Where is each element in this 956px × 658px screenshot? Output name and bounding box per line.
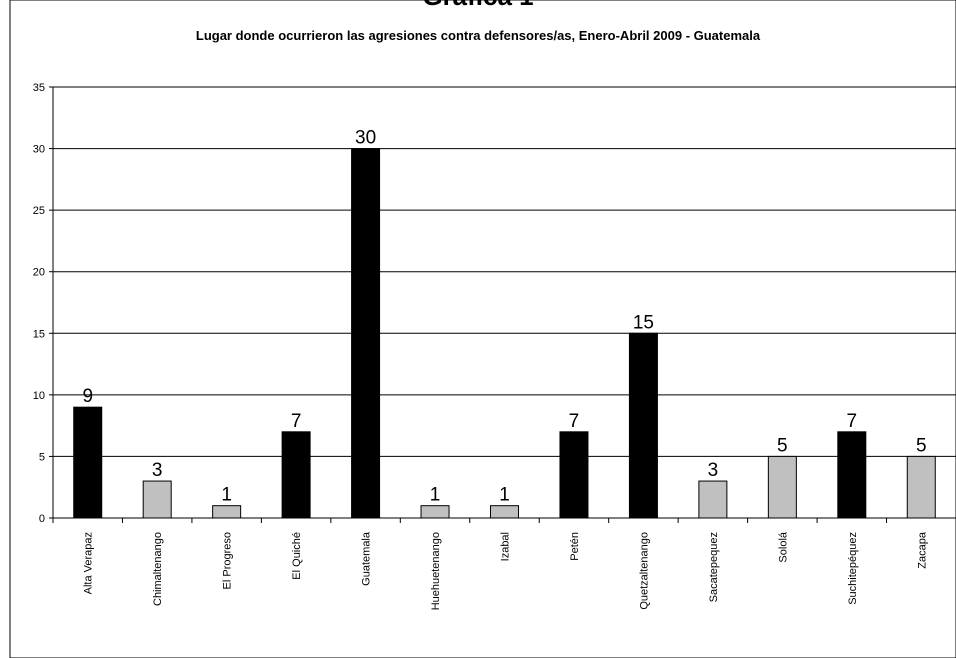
bar xyxy=(559,431,589,519)
y-tick-label: 0 xyxy=(39,513,45,525)
x-axis: Alta Verapaz Chimaltenango El Progreso El Q… xyxy=(52,517,956,610)
bar xyxy=(767,455,797,519)
y-tick-label: 25 xyxy=(33,205,45,217)
x-tick-label: Guatemala xyxy=(361,531,373,586)
data-label: 1 xyxy=(221,485,232,506)
bar xyxy=(420,505,450,519)
data-label: 7 xyxy=(291,411,302,432)
data-label: 3 xyxy=(152,460,163,481)
x-tick-label: Suchitepéquez xyxy=(847,532,859,605)
data-labels: 9 3 1 7 30 1 1 7 15 3 5 7 5 xyxy=(82,128,926,506)
y-axis: 0 5 10 15 20 25 30 35 xyxy=(33,82,54,525)
x-tick-label: El Quiché xyxy=(291,532,303,580)
y-tick-label: 15 xyxy=(33,328,45,340)
bar xyxy=(906,455,936,519)
bar xyxy=(212,505,242,519)
x-tick-label: Chimaltenango xyxy=(152,532,164,606)
bar xyxy=(73,406,103,519)
bar xyxy=(628,332,658,519)
data-label: 7 xyxy=(847,411,858,432)
x-tick-label: Quetzaltenango xyxy=(638,532,650,610)
chart-border xyxy=(9,0,956,658)
bar xyxy=(837,431,867,519)
bar xyxy=(698,480,728,519)
data-label: 5 xyxy=(916,435,927,456)
bar xyxy=(351,148,381,519)
x-tick-label: Sololá xyxy=(777,531,789,562)
gridlines xyxy=(53,86,956,457)
y-tick-label: 10 xyxy=(33,390,45,402)
data-label: 5 xyxy=(777,435,788,456)
data-label: 1 xyxy=(430,485,441,506)
x-tick-label: Izabal xyxy=(500,532,512,561)
x-tick-label: Zacapa xyxy=(916,531,928,569)
bar xyxy=(281,431,311,519)
y-tick-label: 30 xyxy=(33,144,45,156)
bars xyxy=(73,148,936,519)
y-tick-label: 20 xyxy=(33,267,45,279)
data-label: 9 xyxy=(82,386,93,407)
y-tick-label: 35 xyxy=(33,82,45,94)
page-heading: Gráfica 1 xyxy=(422,0,533,11)
data-label: 3 xyxy=(708,460,719,481)
data-label: 15 xyxy=(633,312,654,333)
bar xyxy=(142,480,172,519)
x-tick-label: Petén xyxy=(569,532,581,561)
data-label: 7 xyxy=(569,411,580,432)
bar xyxy=(490,505,519,519)
x-tick-label: Sacatepequez xyxy=(708,532,720,602)
y-tick-label: 5 xyxy=(39,451,45,463)
x-tick-label: Alta Verapaz xyxy=(83,532,95,594)
data-label: 1 xyxy=(499,485,510,506)
chart-title: Lugar donde ocurrieron las agresiones co… xyxy=(196,28,761,43)
x-tick-label: Huehuetenango xyxy=(430,532,442,610)
x-tick-label: El Progreso xyxy=(222,532,234,589)
data-label: 30 xyxy=(355,128,376,149)
